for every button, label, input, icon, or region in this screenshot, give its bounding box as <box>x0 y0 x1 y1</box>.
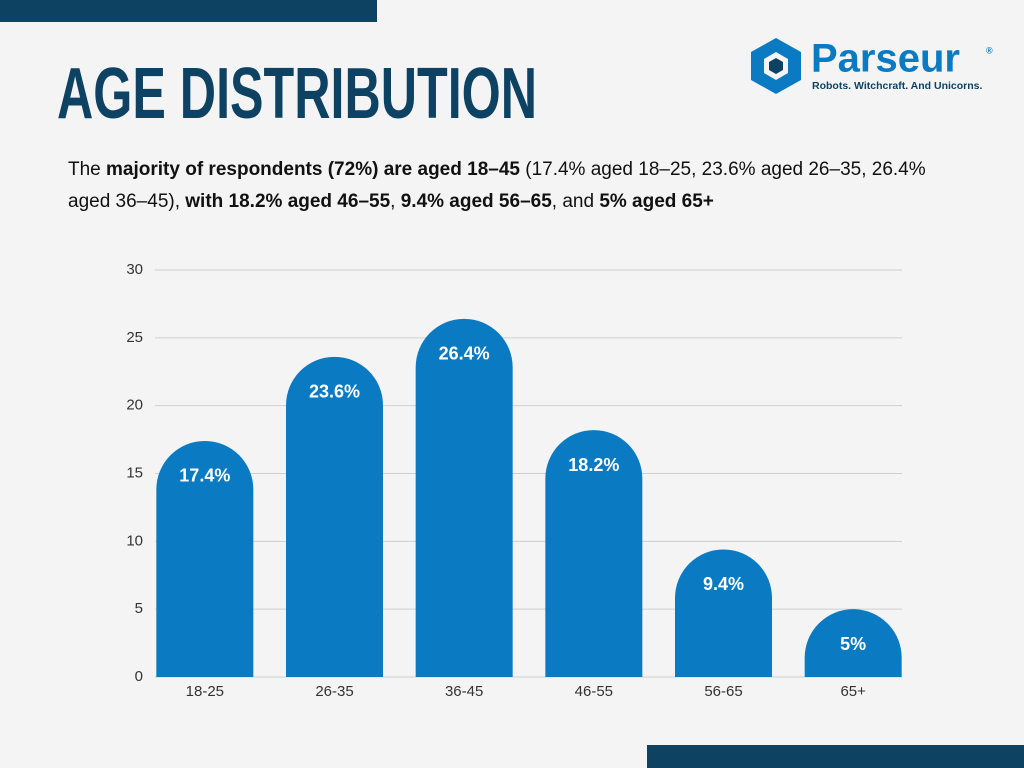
chart-title: AGE DISTRIBUTION <box>57 54 537 134</box>
top-band <box>0 0 377 22</box>
value-label: 26.4% <box>439 344 490 364</box>
subtitle-part: majority of respondents (72%) are aged 1… <box>106 159 520 180</box>
subtitle-part: (17.4% aged 18–25, 23.6% aged 26–35, 26.… <box>68 159 926 212</box>
bar <box>545 430 643 677</box>
y-tick-label: 20 <box>126 397 143 414</box>
bar <box>156 440 254 677</box>
y-tick-label: 15 <box>126 464 143 481</box>
bar <box>415 318 513 677</box>
x-tick-label: 65+ <box>840 683 866 700</box>
subtitle-part: 9.4% aged 56–65 <box>400 191 552 212</box>
bar <box>804 609 902 677</box>
x-tick-label: 56-65 <box>704 683 742 700</box>
y-tick-label: 30 <box>126 261 143 278</box>
subtitle-part: , <box>390 191 401 212</box>
value-label: 18.2% <box>568 455 619 475</box>
x-tick-label: 36-45 <box>445 683 483 700</box>
value-label: 9.4% <box>703 574 744 594</box>
logo-mark: ® <box>986 45 993 55</box>
logo-tagline: Robots. Witchcraft. And Unicorns. <box>812 80 983 92</box>
x-tick-label: 26-35 <box>315 683 353 700</box>
y-tick-label: 5 <box>135 600 143 617</box>
subtitle-part: 5% aged 65+ <box>599 191 714 212</box>
x-tick-label: 18-25 <box>186 683 224 700</box>
subtitle-part: The <box>68 159 107 180</box>
value-label: 5% <box>840 634 866 654</box>
bar <box>286 356 383 677</box>
logo-icon <box>751 38 801 94</box>
value-label: 23.6% <box>309 382 360 402</box>
subtitle-part: with 18.2% aged 46–55 <box>185 191 391 212</box>
bottom-band <box>647 745 1024 768</box>
y-tick-label: 0 <box>135 668 143 685</box>
x-tick-label: 46-55 <box>575 683 613 700</box>
logo-name: Parseur <box>811 37 960 81</box>
value-label: 17.4% <box>179 466 230 486</box>
y-tick-label: 25 <box>126 329 143 346</box>
subtitle-part: , and <box>551 191 600 212</box>
subtitle: The majority of respondents (72%) are ag… <box>68 154 968 218</box>
bar <box>675 549 772 677</box>
y-tick-label: 10 <box>126 532 143 549</box>
